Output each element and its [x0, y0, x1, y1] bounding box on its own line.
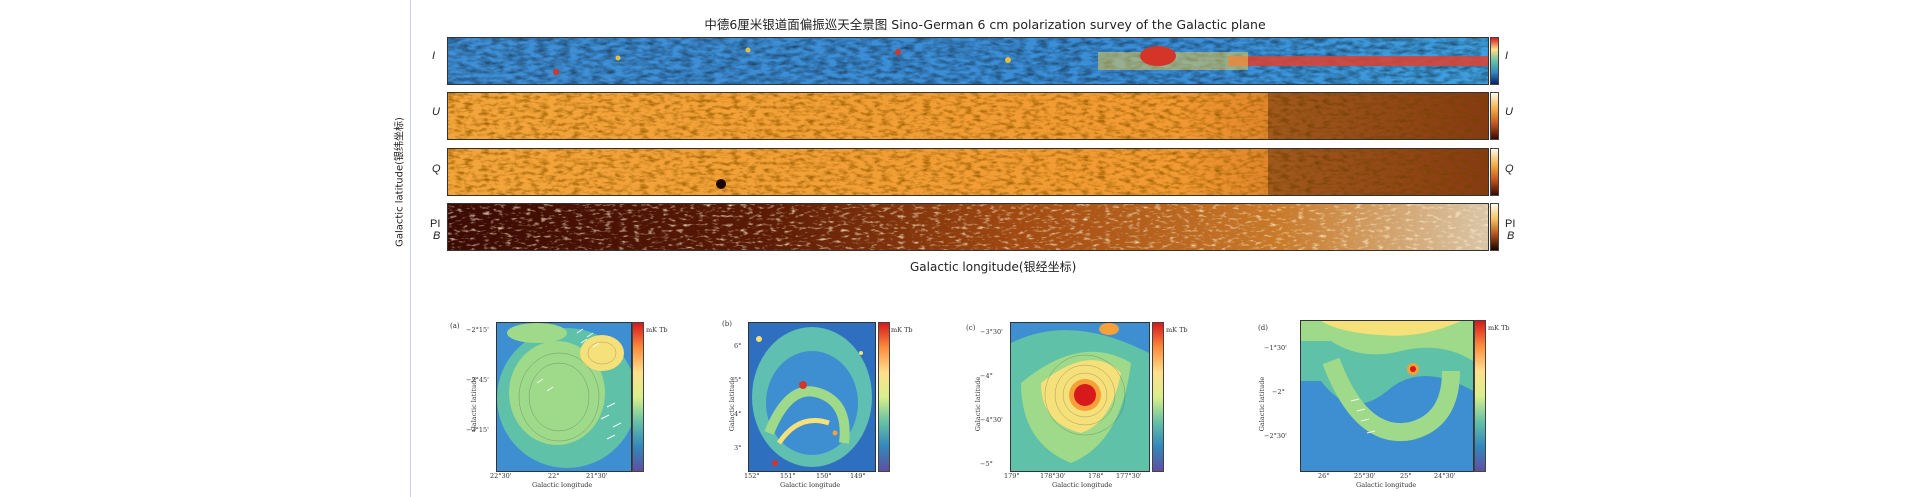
subpanel-a-ytick-2: −2°45' — [466, 376, 489, 384]
subpanel-b-xtick-4: 149° — [850, 472, 866, 480]
subpanel-d-xtick-3: 25° — [1400, 472, 1412, 480]
y-axis-label: Galactic latitude(银纬坐标) — [394, 117, 406, 247]
subpanel-a-map — [496, 322, 632, 472]
strip-q-colorbar — [1490, 148, 1499, 196]
subpanel-d-xtick-1: 26° — [1318, 472, 1330, 480]
subpanel-d: (d) −1°30' −2° −2°30' mK Tb 26° 25°30' 2… — [1254, 318, 1510, 490]
subpanel-d-xtick-4: 24°30' — [1434, 472, 1456, 480]
subpanel-b-ytick-3: 4° — [734, 410, 742, 418]
subpanel-b-cbar-unit: mK Tb — [891, 326, 913, 334]
subpanel-d-xlabel: Galactic longitude — [1356, 481, 1417, 489]
strip-i-map — [447, 37, 1489, 85]
subpanel-a-ytick-3: −3°15' — [466, 426, 489, 434]
subpanel-b-colorbar — [878, 322, 890, 472]
figure-title: 中德6厘米银道面偏振巡天全景图 Sino-German 6 cm polariz… — [704, 17, 1266, 32]
subpanel-a-letter: (a) — [450, 322, 460, 330]
strip-pi-map — [447, 203, 1489, 251]
subpanel-a: (a) −2°15' −2°45' −3°15' mK Tb 22°30' 22… — [450, 318, 668, 490]
subpanel-c-colorbar — [1152, 322, 1164, 472]
subpanel-d-letter: (d) — [1258, 324, 1268, 332]
subpanel-b-ytick-4: 3° — [734, 444, 742, 452]
subpanel-b-xtick-3: 150° — [816, 472, 832, 480]
subpanel-c-xtick-1: 179° — [1004, 472, 1020, 480]
strip-i-colorbar — [1490, 37, 1499, 85]
subpanel-c-cbar-unit: mK Tb — [1166, 326, 1188, 334]
subpanel-a-xtick-1: 22°30' — [490, 472, 512, 480]
strip-u-left-label: U — [432, 106, 440, 118]
subpanel-b-letter: (b) — [722, 320, 732, 328]
subpanel-a-ylabel: Galactic latitude — [470, 376, 478, 432]
strip-i-left-label: I — [432, 50, 436, 62]
strip-pi-left-label-b: B — [433, 230, 441, 242]
subpanel-d-ytick-2: −2° — [1272, 388, 1285, 396]
strip-u-colorbar — [1490, 92, 1499, 140]
subpanel-b-xtick-2: 151° — [780, 472, 796, 480]
subpanel-a-xtick-2: 22° — [548, 472, 560, 480]
x-axis-label: Galactic longitude(银经坐标) — [910, 260, 1077, 274]
subpanel-c-ytick-1: −3°30' — [980, 328, 1003, 336]
subpanel-d-cbar-unit: mK Tb — [1488, 324, 1510, 332]
strip-pi-colorbar — [1490, 203, 1499, 251]
subpanel-c-xtick-3: 178° — [1088, 472, 1104, 480]
page-divider — [410, 0, 411, 497]
strip-q-left-label: Q — [432, 163, 441, 175]
subpanel-b-ylabel: Galactic latitude — [728, 376, 736, 432]
subpanel-c-ytick-2: −4° — [980, 372, 993, 380]
subpanel-a-xtick-3: 21°30' — [586, 472, 608, 480]
strip-i-right-label: I — [1505, 50, 1509, 62]
strip-pi-left-label: PI — [430, 218, 441, 230]
subpanel-b-ytick-2: 5° — [734, 376, 742, 384]
subpanel-b: (b) 6° 5° 4° 3° mK Tb 152° 151° 150° 149… — [718, 318, 913, 490]
subpanel-b-xlabel: Galactic longitude — [780, 481, 841, 489]
strip-pi-right-label: PI — [1505, 218, 1516, 230]
subpanel-d-xtick-2: 25°30' — [1354, 472, 1376, 480]
subpanel-a-cbar-unit: mK Tb — [646, 326, 668, 334]
subpanel-d-colorbar — [1474, 320, 1486, 472]
subpanel-d-ylabel: Galactic latitude — [1258, 376, 1266, 432]
strip-u-map — [447, 92, 1489, 140]
subpanel-c-xtick-2: 178°30' — [1040, 472, 1066, 480]
subpanel-a-colorbar — [632, 322, 644, 472]
subpanel-c-letter: (c) — [966, 324, 976, 332]
subpanel-b-xtick-1: 152° — [744, 472, 760, 480]
subpanel-c-ylabel: Galactic latitude — [974, 376, 982, 432]
strip-q-map — [447, 148, 1489, 196]
subpanel-c-ytick-3: −4°30' — [980, 416, 1003, 424]
strip-q-right-label: Q — [1505, 163, 1514, 175]
subpanel-c-map — [1010, 322, 1150, 472]
subpanel-a-ytick-1: −2°15' — [466, 326, 489, 334]
strip-u-right-label: U — [1505, 106, 1513, 118]
subpanel-b-ytick-1: 6° — [734, 342, 742, 350]
subpanel-b-map — [748, 322, 876, 472]
subpanel-c-xtick-4: 177°30' — [1116, 472, 1142, 480]
subpanel-d-map — [1300, 320, 1474, 472]
subpanel-d-ytick-3: −2°30' — [1264, 432, 1287, 440]
subpanel-c: (c) −3°30' −4° −4°30' −5° mK Tb 179° 178… — [966, 318, 1188, 490]
subpanel-c-ytick-4: −5° — [980, 460, 993, 468]
subpanel-d-ytick-1: −1°30' — [1264, 344, 1287, 352]
subpanel-c-xlabel: Galactic longitude — [1052, 481, 1113, 489]
strip-pi-right-label-b: B — [1507, 230, 1515, 242]
subpanel-a-xlabel: Galactic longitude — [532, 481, 593, 489]
